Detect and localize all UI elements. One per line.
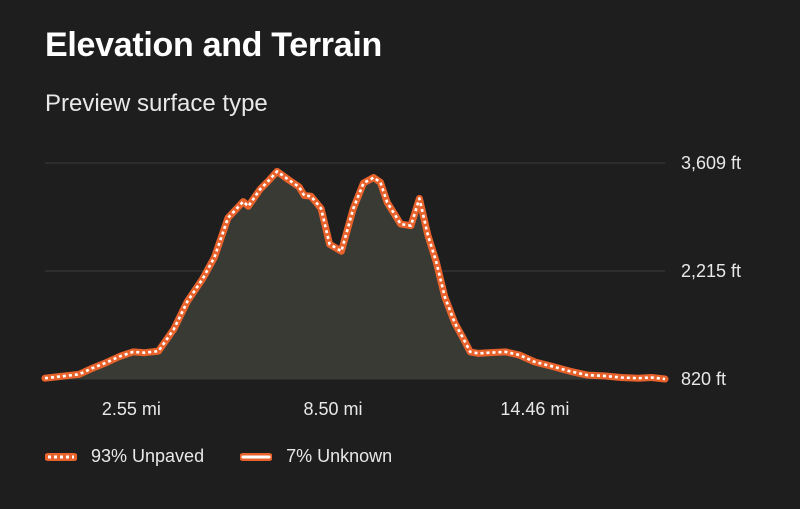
legend-item-unknown: 7% Unknown xyxy=(240,446,392,467)
y-axis-ticks: 3,609 ft 2,215 ft 820 ft xyxy=(681,153,741,389)
elevation-chart: 3,609 ft 2,215 ft 820 ft 2.55 mi 8.50 mi 14.… xyxy=(41,153,741,419)
dashed-orange-line-icon xyxy=(45,452,77,461)
x-tick-label: 8.50 mi xyxy=(303,399,362,419)
solid-orange-line-icon xyxy=(240,452,273,461)
chart-title: Elevation and Terrain xyxy=(45,26,382,64)
y-tick-label: 820 ft xyxy=(681,369,726,389)
legend-label-unknown: 7% Unknown xyxy=(286,446,393,466)
y-tick-label: 3,609 ft xyxy=(681,153,741,173)
x-tick-label: 14.46 mi xyxy=(500,399,569,419)
legend: 93% Unpaved 7% Unknown xyxy=(45,446,428,467)
elevation-area xyxy=(41,167,669,383)
x-tick-label: 2.55 mi xyxy=(102,399,161,419)
x-axis-ticks: 2.55 mi 8.50 mi 14.46 mi xyxy=(102,399,570,419)
y-tick-label: 2,215 ft xyxy=(681,261,741,281)
chart-subtitle: Preview surface type xyxy=(45,90,268,117)
elevation-fill xyxy=(45,171,665,379)
legend-label-unpaved: 93% Unpaved xyxy=(91,446,205,466)
series-line-dashes xyxy=(44,170,666,381)
legend-item-unpaved: 93% Unpaved xyxy=(45,446,204,467)
